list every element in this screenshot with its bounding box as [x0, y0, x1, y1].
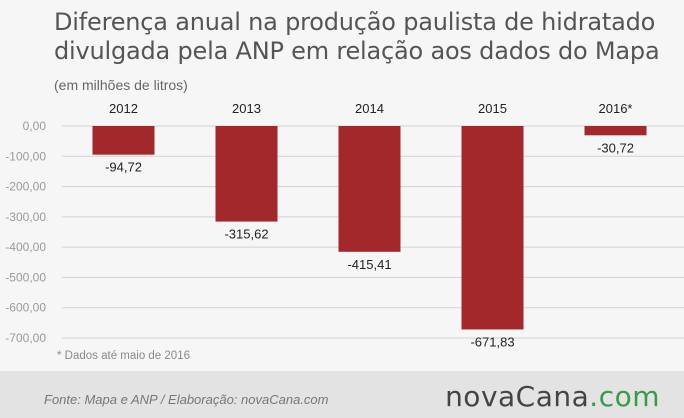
bars	[92, 126, 647, 330]
value-label: -94,72	[105, 160, 142, 175]
category-label: 2015	[478, 101, 507, 116]
brand-dot: .	[589, 380, 599, 413]
bar	[215, 126, 278, 222]
y-tick-label: -200,00	[5, 180, 46, 194]
y-tick-label: -100,00	[5, 149, 46, 163]
brand-logo: novaCana.com	[445, 380, 660, 413]
category-label: 2013	[232, 101, 261, 116]
bar	[461, 126, 524, 330]
y-tick-label: -700,00	[5, 331, 46, 345]
value-label: -671,83	[470, 334, 514, 349]
category-label: 2014	[355, 101, 384, 116]
bar	[92, 126, 155, 155]
y-axis-ticks: 0,00 -100,00 -200,00 -300,00 -400,00 -500,00 -…	[5, 119, 46, 345]
value-label: -415,41	[347, 257, 391, 272]
brand-name: novaCana	[445, 380, 590, 413]
chart-title: Diferença anual na produção paulista de …	[54, 8, 660, 65]
bar	[584, 126, 647, 136]
value-labels: -94,72 -315,62 -415,41 -671,83 -30,72	[105, 140, 634, 349]
y-tick-label: -400,00	[5, 240, 46, 254]
y-tick-label: -600,00	[5, 301, 46, 315]
footnote: * Dados até maio de 2016	[57, 350, 190, 362]
y-tick-label: -300,00	[5, 210, 46, 224]
chart-subtitle: (em milhões de litros)	[54, 77, 188, 93]
bar	[338, 126, 401, 252]
y-tick-label: -500,00	[5, 270, 46, 284]
y-tick-label: 0,00	[23, 119, 47, 133]
brand-tld: com	[598, 380, 660, 413]
category-label: 2012	[109, 101, 138, 116]
category-label: 2016*	[599, 101, 633, 116]
value-label: -315,62	[224, 227, 268, 242]
category-labels: 2012 2013 2014 2015 2016*	[109, 101, 632, 116]
value-label: -30,72	[597, 140, 634, 155]
source-text: Fonte: Mapa e ANP / Elaboração: novaCana…	[44, 392, 329, 407]
footer-bar	[0, 371, 684, 418]
